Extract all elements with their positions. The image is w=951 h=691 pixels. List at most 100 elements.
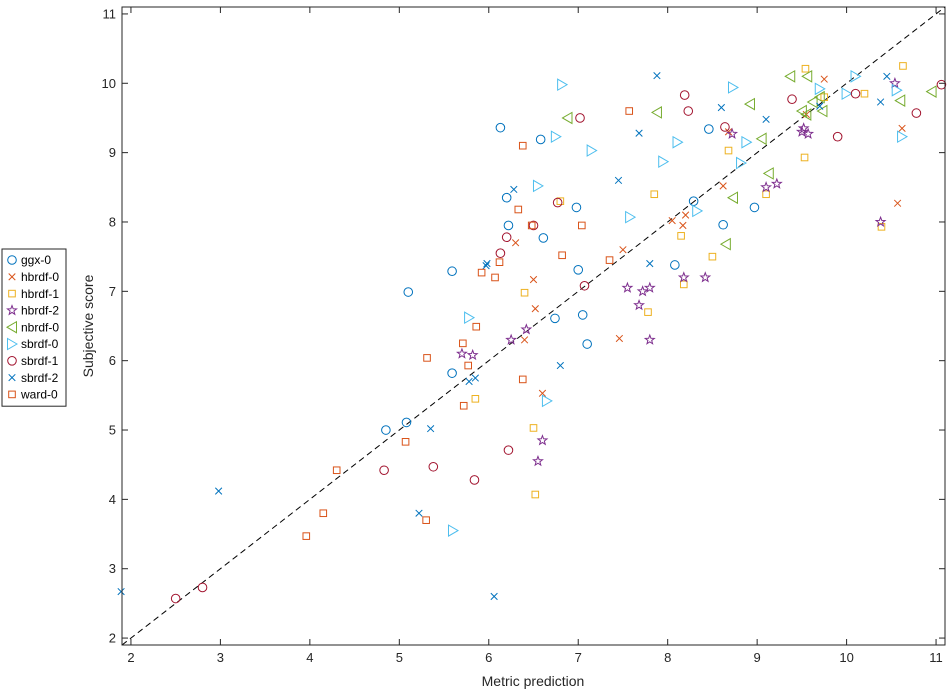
data-point	[505, 333, 518, 345]
data-point	[699, 271, 712, 283]
data-point	[518, 141, 527, 150]
data-point	[797, 122, 810, 134]
data-point	[511, 239, 520, 247]
data-point	[646, 259, 654, 268]
data-point	[679, 280, 688, 289]
data-point	[501, 192, 512, 203]
data-point	[464, 361, 472, 370]
data-point	[883, 72, 891, 81]
data-point	[806, 95, 818, 109]
data-point	[471, 395, 480, 403]
data-point	[550, 313, 560, 324]
series-sbrdf-2	[117, 72, 891, 601]
data-point	[925, 85, 937, 98]
data-point	[841, 87, 853, 101]
data-point	[577, 310, 588, 320]
plot-frame	[121, 6, 946, 646]
data-point	[531, 490, 540, 499]
series-sbrdf-1	[170, 79, 947, 604]
data-point	[625, 210, 637, 224]
data-point	[401, 417, 412, 428]
data-point	[814, 82, 826, 96]
data-point	[332, 466, 341, 475]
data-point	[755, 132, 767, 146]
data-point	[510, 185, 518, 194]
y-tick-label: 10	[102, 76, 116, 91]
legend-label: hbrdf-2	[21, 304, 59, 318]
data-point	[891, 83, 903, 97]
data-point	[636, 285, 649, 297]
series-ggx-0	[381, 122, 760, 435]
legend-label: ggx-0	[21, 253, 51, 267]
legend: ggx-0 hbrdf-0 hbrdf-1 hbrdf-2 nbrdf-0 sbrdf-0…	[1, 248, 67, 407]
data-point	[719, 182, 727, 190]
y-tick-label: 7	[109, 284, 116, 299]
data-point	[170, 593, 181, 604]
y-tick-label: 9	[109, 145, 116, 160]
data-point	[770, 177, 783, 189]
data-point	[899, 62, 907, 70]
legend-marker	[7, 255, 17, 265]
x-tick-label: 6	[485, 650, 492, 665]
data-point	[677, 271, 690, 283]
data-point	[556, 361, 564, 370]
legend-label: hbrdf-1	[21, 287, 59, 301]
legend-marker	[6, 304, 18, 316]
data-point	[520, 288, 529, 297]
data-point	[582, 339, 592, 349]
data-point	[532, 454, 544, 467]
data-point	[579, 280, 590, 291]
data-point	[749, 202, 760, 213]
data-point	[801, 64, 810, 73]
y-tick-label: 4	[109, 492, 116, 507]
series-ward-0	[302, 107, 634, 540]
data-point	[520, 323, 533, 335]
data-point	[558, 251, 566, 260]
data-point	[650, 106, 662, 119]
y-tick-label: 3	[109, 561, 116, 576]
data-point	[536, 434, 549, 446]
data-point	[495, 258, 504, 266]
data-point	[726, 127, 739, 139]
data-point	[726, 191, 738, 205]
data-points	[117, 62, 947, 604]
data-point	[762, 190, 770, 199]
data-point	[898, 124, 906, 133]
data-point	[704, 124, 714, 134]
data-point	[469, 475, 480, 485]
data-point	[495, 248, 506, 258]
data-point	[514, 205, 523, 214]
data-point	[894, 94, 906, 107]
data-point	[302, 532, 311, 540]
data-point	[679, 221, 687, 230]
data-point	[718, 219, 728, 230]
data-point	[911, 108, 922, 118]
data-point	[625, 107, 634, 115]
data-point	[503, 445, 514, 455]
data-point	[683, 106, 694, 116]
data-point	[464, 311, 476, 325]
data-point	[635, 129, 643, 137]
data-point	[832, 131, 843, 142]
data-point	[784, 69, 796, 83]
data-point	[531, 305, 539, 313]
data-point	[795, 125, 808, 137]
data-point	[681, 211, 690, 219]
data-point	[820, 75, 828, 83]
data-point	[717, 103, 726, 112]
legend-marker	[6, 320, 17, 334]
x-tick-label: 10	[839, 650, 853, 665]
data-point	[447, 368, 457, 378]
data-point	[428, 461, 439, 472]
data-point	[653, 72, 661, 80]
data-point	[465, 377, 473, 386]
data-point	[472, 322, 481, 331]
data-point	[571, 202, 582, 213]
data-point	[482, 262, 490, 270]
x-axis-ticks: 2 3 4 5 6 7 8 9 10 11	[127, 7, 943, 665]
data-point	[877, 223, 886, 231]
data-point	[528, 220, 539, 231]
data-point	[578, 221, 586, 230]
data-point	[197, 582, 208, 593]
